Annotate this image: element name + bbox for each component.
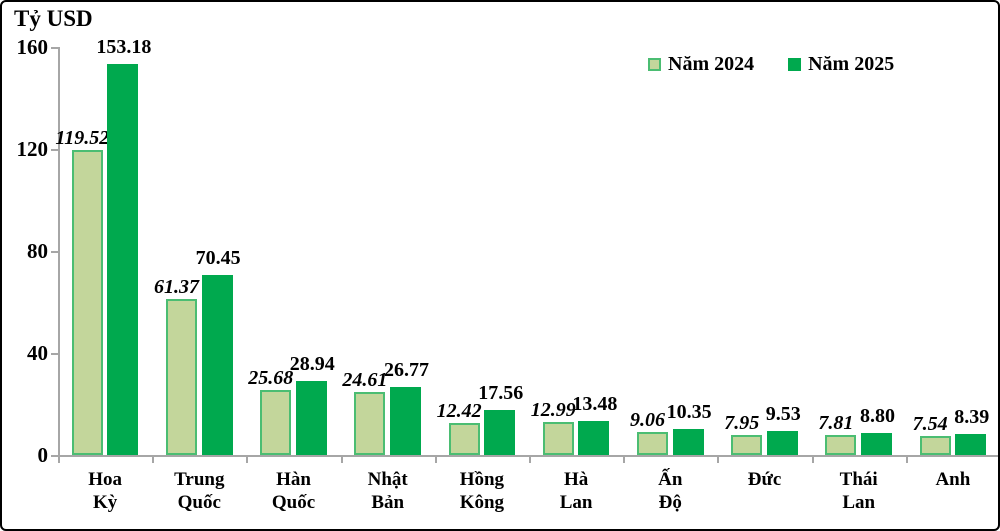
bar-nam-2025-nhat-ban <box>390 386 421 455</box>
y-tick-label: 120 <box>16 137 49 161</box>
bar-nam-2024-an-o <box>637 431 668 455</box>
value-label-nam-2025-an-o: 10.35 <box>666 400 712 423</box>
y-axis-tick <box>51 353 58 355</box>
value-label-nam-2024-nhat-ban: 24.61 <box>342 369 388 392</box>
category-label-hoa-ky: Hoa Kỳ <box>88 469 122 513</box>
value-label-nam-2025-ha-lan: 13.48 <box>572 392 618 415</box>
category-label-anh: Anh <box>935 469 971 490</box>
value-label-nam-2025--uc: 9.53 <box>765 402 801 425</box>
bar-nam-2024-ha-lan <box>542 421 574 455</box>
value-label-nam-2025-hong-kong: 17.56 <box>478 382 524 405</box>
value-label-nam-2024-anh: 7.54 <box>912 412 948 435</box>
x-axis-tick <box>717 457 720 463</box>
category-label-ha-lan: Hà Lan <box>559 469 593 513</box>
category-label-han-quoc: Hàn Quốc <box>271 469 316 513</box>
value-label-nam-2024-hoa-ky: 119.52 <box>55 127 110 150</box>
bar-nam-2025--uc <box>766 430 798 455</box>
y-axis-line <box>58 47 60 455</box>
x-axis-line <box>58 455 998 457</box>
value-label-nam-2025-anh: 8.39 <box>954 405 990 428</box>
category-label-an-o: Ấn Độ <box>658 469 683 513</box>
bar-nam-2024-anh <box>919 435 951 455</box>
x-axis-tick <box>529 457 531 463</box>
bar-nam-2024--uc <box>731 434 763 455</box>
x-axis-tick <box>152 457 155 463</box>
x-axis-tick <box>340 457 343 463</box>
legend-swatch-nam-2024-icon <box>648 57 661 71</box>
value-label-nam-2024-han-quoc: 25.68 <box>248 366 294 389</box>
bar-nam-2024-nhat-ban <box>354 392 386 455</box>
bar-nam-2024-han-quoc <box>260 389 292 455</box>
bar-nam-2025-han-quoc <box>295 381 327 455</box>
x-axis-tick <box>623 457 626 463</box>
bar-nam-2024-thai-lan <box>825 435 857 455</box>
x-axis-tick <box>905 457 908 463</box>
bar-nam-2025-an-o <box>672 428 704 455</box>
category-label-trung-quoc: Trung Quốc <box>174 469 225 513</box>
value-label-nam-2025-hoa-ky: 153.18 <box>96 36 152 59</box>
legend-label-nam-2024: Năm 2024 <box>668 53 755 75</box>
y-tick-label: 40 <box>27 341 48 365</box>
category-label-thai-lan: Thái Lan <box>839 469 878 513</box>
legend-item-nam-2025: Năm 2025 <box>788 54 894 74</box>
bar-nam-2025-trung-quoc <box>201 275 233 455</box>
bar-nam-2025-ha-lan <box>578 420 610 455</box>
value-label-nam-2024-thai-lan: 7.81 <box>818 412 854 435</box>
x-axis-tick <box>58 457 60 463</box>
category-label-nhat-ban: Nhật Bản <box>367 469 408 513</box>
bar-nam-2025-anh <box>955 433 987 455</box>
y-tick-label: 160 <box>16 35 49 59</box>
legend-label-nam-2025: Năm 2025 <box>808 53 895 75</box>
bar-nam-2025-hoa-ky <box>107 64 139 455</box>
value-label-nam-2024--uc: 7.95 <box>724 411 760 434</box>
legend: Năm 2024 Năm 2025 <box>648 54 894 74</box>
value-label-nam-2025-trung-quoc: 70.45 <box>195 247 241 270</box>
bar-nam-2024-hong-kong <box>448 423 480 455</box>
bar-nam-2024-hoa-ky <box>71 150 103 455</box>
x-axis-tick <box>811 457 814 463</box>
value-label-nam-2024-ha-lan: 12.99 <box>530 398 576 421</box>
value-label-nam-2024-trung-quoc: 61.37 <box>154 275 199 298</box>
y-axis-tick <box>51 455 58 457</box>
value-label-nam-2025-thai-lan: 8.80 <box>860 404 895 427</box>
axis-title: Tỷ USD <box>14 6 93 31</box>
y-tick-label: 0 <box>37 443 49 467</box>
category-label-hong-kong: Hồng Kông <box>459 469 505 513</box>
value-label-nam-2025-nhat-ban: 26.77 <box>384 358 429 381</box>
legend-item-nam-2024: Năm 2024 <box>648 54 754 74</box>
y-axis-tick <box>51 251 58 253</box>
value-label-nam-2025-han-quoc: 28.94 <box>289 353 335 376</box>
bar-nam-2025-hong-kong <box>484 410 516 455</box>
legend-swatch-nam-2025-icon <box>788 57 802 71</box>
x-axis-tick <box>434 457 437 463</box>
y-axis-tick <box>51 149 58 151</box>
y-tick-label: 80 <box>27 239 48 263</box>
value-label-nam-2024-hong-kong: 12.42 <box>436 400 482 423</box>
x-axis-tick <box>246 457 249 463</box>
bar-nam-2025-thai-lan <box>861 432 892 455</box>
bar-nam-2024-trung-quoc <box>166 298 197 455</box>
y-axis-tick <box>51 47 58 49</box>
value-label-nam-2024-an-o: 9.06 <box>630 408 665 431</box>
category-label--uc: Đức <box>747 469 782 490</box>
